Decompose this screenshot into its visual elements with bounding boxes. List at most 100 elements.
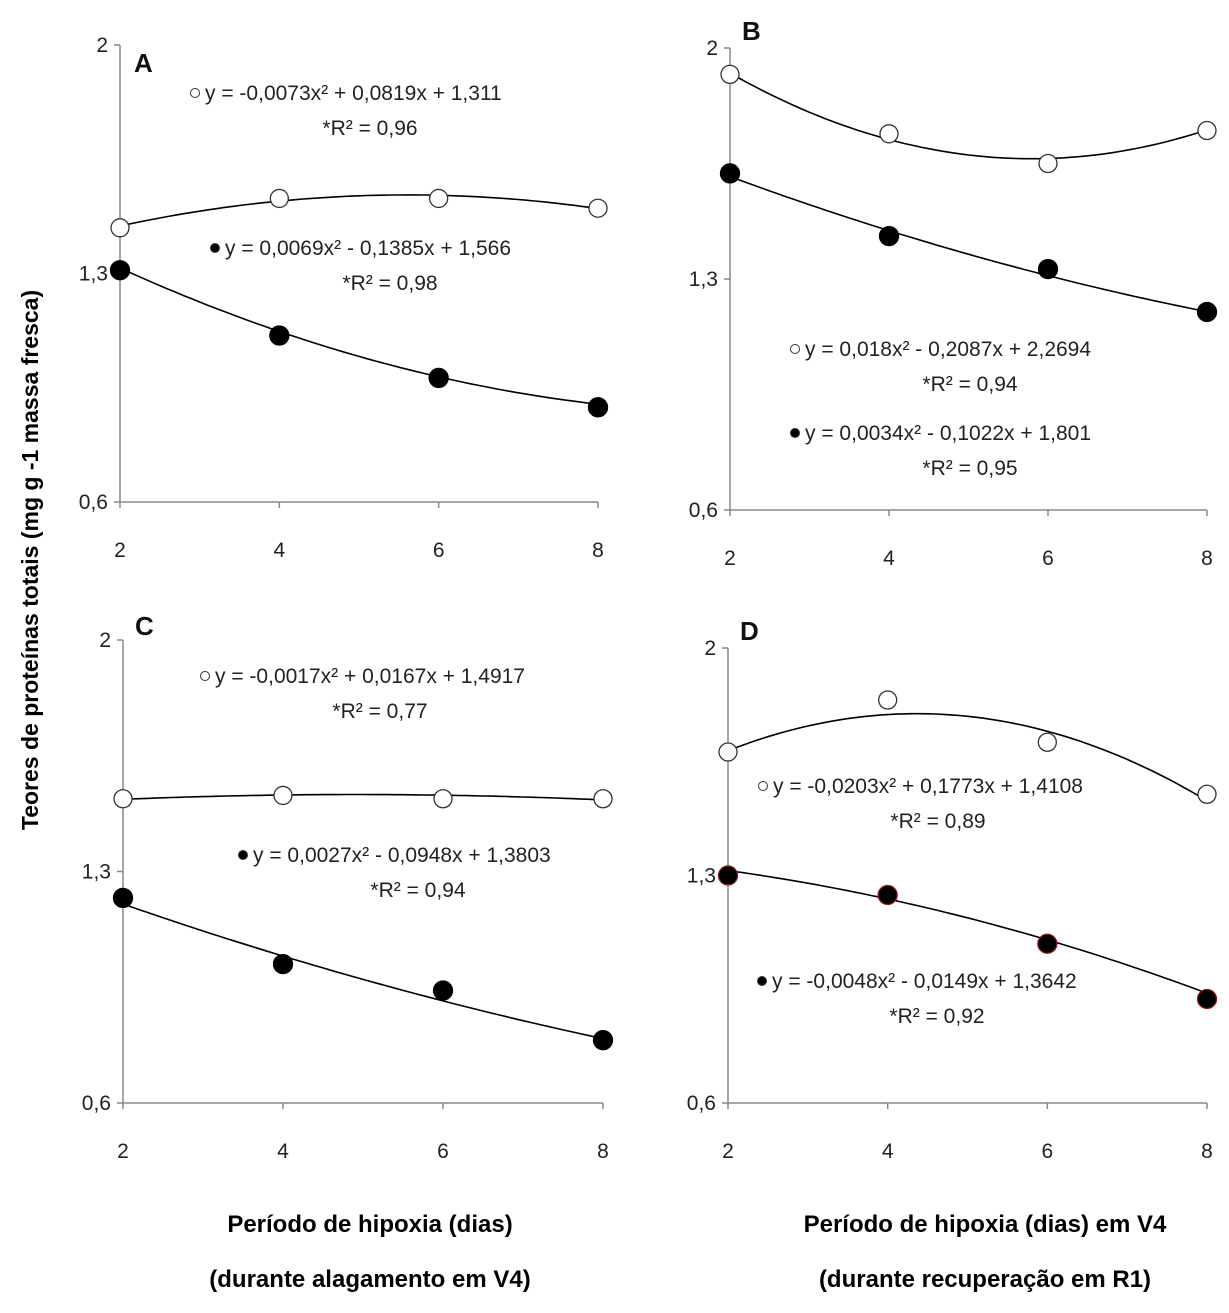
legend-marker-open — [758, 781, 768, 791]
r-squared-filled: *R² = 0,98 — [342, 272, 437, 295]
legend-marker-open — [790, 344, 800, 354]
x-axis-label-right-line2: (durante recuperação em R1) — [819, 1266, 1151, 1293]
panel-letter: C — [135, 611, 154, 641]
equation-open: y = -0,0203x² + 0,1773x + 1,4108 — [773, 775, 1083, 798]
data-point-filled — [269, 325, 290, 346]
y-tick-label: 1,3 — [689, 268, 718, 291]
y-tick-label: 2 — [99, 629, 111, 652]
data-point-open — [879, 124, 899, 144]
data-point-filled — [1037, 258, 1059, 280]
equation-open: y = 0,018x² - 0,2087x + 2,2694 — [805, 338, 1091, 361]
panel-c: 0,6 1,3 2 2 4 6 8 Cy = -0,0017x² + 0,0167x + 1,… — [82, 611, 614, 1163]
x-tick-label: 8 — [597, 1140, 609, 1163]
data-point-filled — [432, 980, 454, 1001]
data-point-open — [113, 789, 133, 809]
panel-a: 0,6 1,3 2 2 4 6 8 Ay = -0,0073x² + 0,0819x + 1,… — [79, 34, 609, 562]
x-axis-label-right-line1: Período de hipoxia (dias) em V4 — [804, 1211, 1167, 1238]
fit-curve-open — [727, 712, 1208, 802]
data-point-filled — [1196, 301, 1218, 323]
x-tick-label: 8 — [592, 539, 604, 562]
data-point-filled — [587, 397, 609, 418]
y-axis-label-main: Teores de proteínas totais (mg g -1 mass… — [17, 290, 43, 830]
equation-filled: y = -0,0048x² - 0,0149x + 1,3642 — [772, 970, 1077, 993]
y-tick-label: 0,6 — [82, 1092, 111, 1115]
r-squared-filled: *R² = 0,92 — [889, 1005, 984, 1028]
fit-curve-open — [122, 793, 604, 801]
y-tick-label: 0,6 — [79, 491, 108, 514]
equation-open: y = -0,0073x² + 0,0819x + 1,311 — [205, 82, 502, 105]
legend-marker-filled — [757, 976, 767, 986]
r-squared-open: *R² = 0,96 — [322, 117, 417, 140]
x-tick-label: 8 — [1201, 1140, 1213, 1163]
data-point-open — [878, 690, 898, 710]
data-point-filled — [1196, 988, 1218, 1010]
x-tick-label: 4 — [277, 1140, 289, 1163]
data-point-filled — [717, 865, 739, 886]
y-tick-label: 1,3 — [79, 263, 108, 286]
r-squared-open: *R² = 0,77 — [332, 700, 427, 723]
y-axis-label: Teores de proteínas totais (mg g -1 mass… — [17, 290, 43, 830]
legend-marker-filled — [790, 428, 800, 438]
data-point-open — [269, 188, 289, 209]
data-point-open — [593, 789, 613, 809]
y-tick-label: 2 — [706, 37, 718, 60]
panel-letter: B — [742, 16, 761, 46]
r-squared-open: *R² = 0,89 — [890, 810, 985, 833]
y-tick-label: 0,6 — [689, 499, 718, 522]
legend-marker-filled — [238, 850, 248, 860]
legend-marker-filled — [210, 243, 220, 253]
panel-d: 0,6 1,3 2 2 4 6 8 Dy = -0,0203x² + 0,1773x + 1,… — [687, 616, 1218, 1163]
r-squared-open: *R² = 0,94 — [922, 373, 1017, 396]
equation-filled: y = 0,0027x² - 0,0948x + 1,3803 — [253, 844, 551, 867]
x-tick-label: 6 — [1041, 1140, 1053, 1163]
data-point-open — [718, 742, 738, 762]
data-point-filled — [109, 260, 131, 281]
equation-filled: y = 0,0034x² - 0,1022x + 1,801 — [805, 422, 1091, 445]
x-tick-label: 2 — [724, 547, 736, 570]
data-point-filled — [877, 884, 898, 906]
r-squared-filled: *R² = 0,95 — [922, 457, 1017, 480]
data-point-filled — [592, 1030, 614, 1051]
data-point-open — [1197, 784, 1217, 804]
data-point-open — [110, 218, 130, 238]
x-tick-label: 2 — [114, 539, 126, 562]
x-tick-label: 6 — [1042, 547, 1054, 570]
data-point-filled — [719, 163, 741, 184]
y-tick-label: 0,6 — [687, 1092, 716, 1115]
y-tick-label: 1,3 — [687, 865, 716, 888]
data-point-open — [429, 188, 449, 209]
panel-b: 0,6 1,3 2 2 4 6 8 By = 0,018x² - 0,2087x + 2,26… — [689, 16, 1218, 570]
data-point-open — [273, 785, 293, 806]
data-point-filled — [112, 887, 134, 909]
data-point-open — [720, 64, 740, 85]
legend-marker-open — [200, 671, 210, 681]
x-tick-label: 6 — [433, 539, 445, 562]
x-tick-label: 2 — [117, 1140, 129, 1163]
panel-letter: D — [740, 616, 759, 646]
fit-curve-filled — [119, 267, 599, 405]
x-tick-label: 4 — [883, 547, 895, 570]
x-axis-label-left-line2: (durante alagamento em V4) — [209, 1266, 530, 1293]
equation-open: y = -0,0017x² + 0,0167x + 1,4917 — [215, 665, 525, 688]
r-squared-filled: *R² = 0,94 — [370, 879, 465, 902]
data-point-filled — [428, 367, 449, 389]
y-tick-label: 2 — [704, 637, 716, 660]
y-tick-label: 2 — [96, 34, 108, 57]
x-tick-label: 2 — [722, 1140, 734, 1163]
y-tick-label: 1,3 — [82, 861, 111, 884]
fit-curve-filled — [727, 869, 1208, 994]
panel-letter: A — [134, 48, 153, 78]
x-tick-label: 4 — [882, 1140, 894, 1163]
data-point-open — [1197, 120, 1217, 141]
fit-curve-filled — [122, 903, 604, 1040]
data-point-open — [588, 198, 608, 218]
x-tick-label: 4 — [273, 539, 285, 562]
x-tick-label: 8 — [1201, 547, 1213, 570]
x-axis-label-left-line1: Período de hipoxia (dias) — [227, 1211, 512, 1238]
equation-filled: y = 0,0069x² - 0,1385x + 1,566 — [225, 237, 511, 260]
fit-curve-open — [729, 72, 1208, 160]
fit-curve-open — [119, 194, 599, 227]
data-point-filled — [878, 225, 900, 247]
legend-marker-open — [190, 88, 200, 98]
